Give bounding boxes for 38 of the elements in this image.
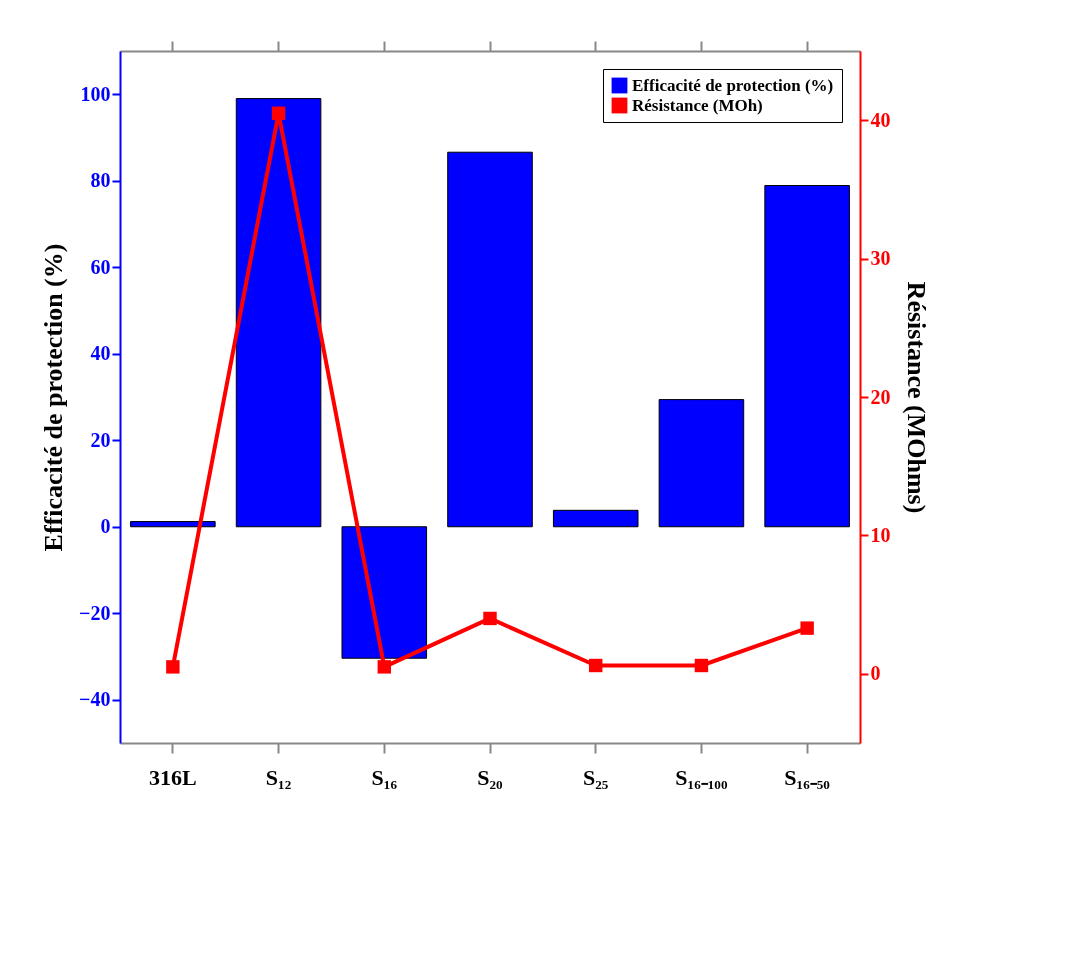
x-tick-label: S₁₆₋₁₀₀ — [675, 764, 728, 790]
x-tick-label: S₁₆₋₅₀ — [784, 764, 831, 790]
x-tick-label: S₂₀ — [477, 764, 504, 790]
bar — [552, 509, 639, 528]
y-tick-label: 20 — [90, 428, 111, 451]
y2-tick-label: 0 — [870, 662, 881, 685]
point — [271, 106, 286, 120]
x-tick-label: S₁₆ — [371, 764, 398, 790]
point — [377, 660, 391, 674]
y-axis-title: Efficacité de protection (%) — [39, 243, 69, 552]
y2-tick-label: 10 — [870, 523, 891, 546]
y2-tick-label: 30 — [870, 247, 891, 270]
y2-tick-label: 40 — [870, 108, 891, 131]
y-tick-label: 100 — [80, 82, 111, 105]
y-tick-label: −20 — [79, 601, 111, 624]
y-tick-label: −40 — [79, 688, 111, 711]
bar — [658, 399, 745, 528]
bar — [235, 98, 322, 528]
x-tick-label: 316L — [149, 764, 197, 790]
x-tick-label: S₂₅ — [583, 764, 609, 790]
bar — [447, 151, 533, 528]
y-tick-label: 0 — [100, 515, 111, 538]
y2-axis-title: Résistance (MOhms) — [901, 281, 931, 514]
bar — [341, 526, 428, 659]
legend-label: Efficacité de protection (%) — [632, 75, 834, 95]
bar — [130, 521, 216, 528]
point — [589, 658, 603, 673]
x-tick-label: S₁₂ — [265, 764, 292, 790]
point — [166, 660, 180, 674]
point — [800, 621, 814, 635]
y2-tick-label: 20 — [870, 385, 891, 408]
y-tick-label: 40 — [90, 342, 111, 365]
bar — [764, 185, 850, 528]
y-tick-label: 80 — [90, 169, 111, 192]
point — [694, 658, 709, 673]
y-tick-label: 60 — [90, 255, 111, 278]
legend-label: Résistance (MOh) — [632, 95, 763, 115]
point — [483, 611, 497, 626]
